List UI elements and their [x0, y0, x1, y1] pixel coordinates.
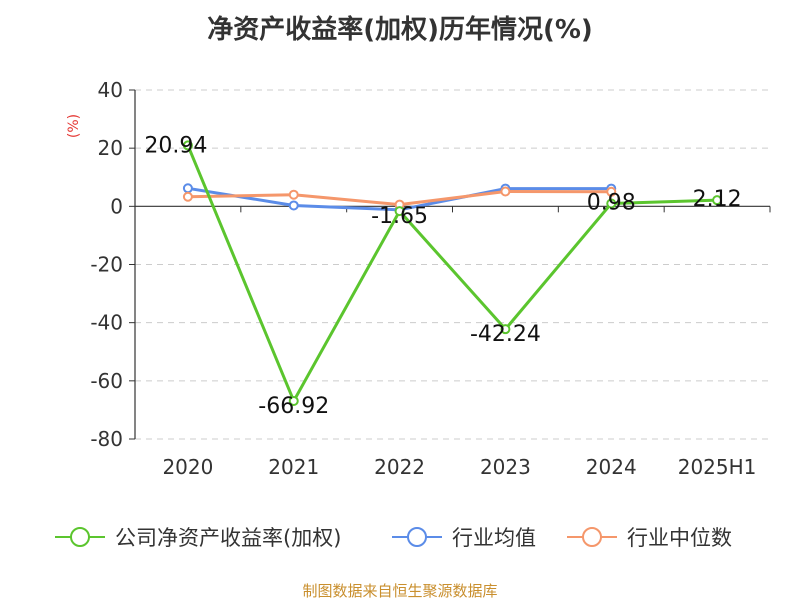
data-point [182, 183, 193, 194]
data-labels: 20.94 -66.92 -1.65 -42.24 0.98 2.12 [144, 133, 741, 419]
data-point [500, 324, 511, 335]
x-tick-label: 2020 [162, 455, 213, 479]
chart-title: 净资产收益率(加权)历年情况(%) [207, 14, 593, 45]
legend-swatch-marker [407, 527, 427, 547]
data-point [288, 395, 299, 406]
data-point [288, 200, 299, 211]
legend-swatch-marker [70, 527, 90, 547]
data-label: -42.24 [470, 322, 541, 347]
axes: 40 20 0 -20 -40 -60 -80 2020 2021 2022 2023 2024 202… [90, 78, 771, 479]
data-point [394, 206, 405, 217]
legend: 公司净资产收益率(加权) 行业均值 行业中位数 [55, 526, 732, 550]
data-label: -1.65 [371, 204, 428, 229]
y-tick-label: -20 [90, 253, 123, 277]
y-axis-unit: (%) [66, 114, 82, 138]
series-line [186, 144, 718, 403]
data-point [182, 191, 193, 202]
data-point [288, 189, 299, 200]
legend-label: 行业均值 [452, 526, 536, 550]
legend-item: 行业中位数 [567, 526, 732, 550]
legend-item: 公司净资产收益率(加权) [55, 526, 341, 550]
data-point [712, 195, 723, 206]
x-tick-label: 2024 [586, 455, 637, 479]
legend-label: 公司净资产收益率(加权) [115, 526, 341, 550]
y-tick-label: 20 [98, 136, 123, 160]
x-tick-label: 2023 [480, 455, 531, 479]
y-tick-label: -60 [90, 369, 123, 393]
data-label: 2.12 [693, 187, 742, 212]
y-tick-label: -80 [90, 427, 123, 451]
data-point [606, 198, 617, 209]
data-label: 0.98 [587, 190, 636, 215]
legend-label: 行业中位数 [627, 526, 732, 550]
legend-item: 行业均值 [392, 526, 536, 550]
x-tick-label: 2025H1 [678, 455, 757, 479]
data-point [606, 186, 617, 197]
grid-lines [135, 89, 770, 440]
source-note: 制图数据来自恒生聚源数据库 [302, 582, 497, 600]
data-point [500, 186, 511, 197]
data-label: -66.92 [258, 394, 329, 419]
data-point [182, 140, 193, 151]
y-tick-label: -40 [90, 311, 123, 335]
data-label: 20.94 [144, 133, 207, 158]
y-tick-label: 40 [98, 78, 123, 102]
x-tick-label: 2022 [374, 455, 425, 479]
series-lines [182, 140, 723, 406]
x-tick-label: 2021 [268, 455, 319, 479]
legend-swatch-marker [582, 527, 602, 547]
y-tick-label: 0 [110, 194, 123, 218]
